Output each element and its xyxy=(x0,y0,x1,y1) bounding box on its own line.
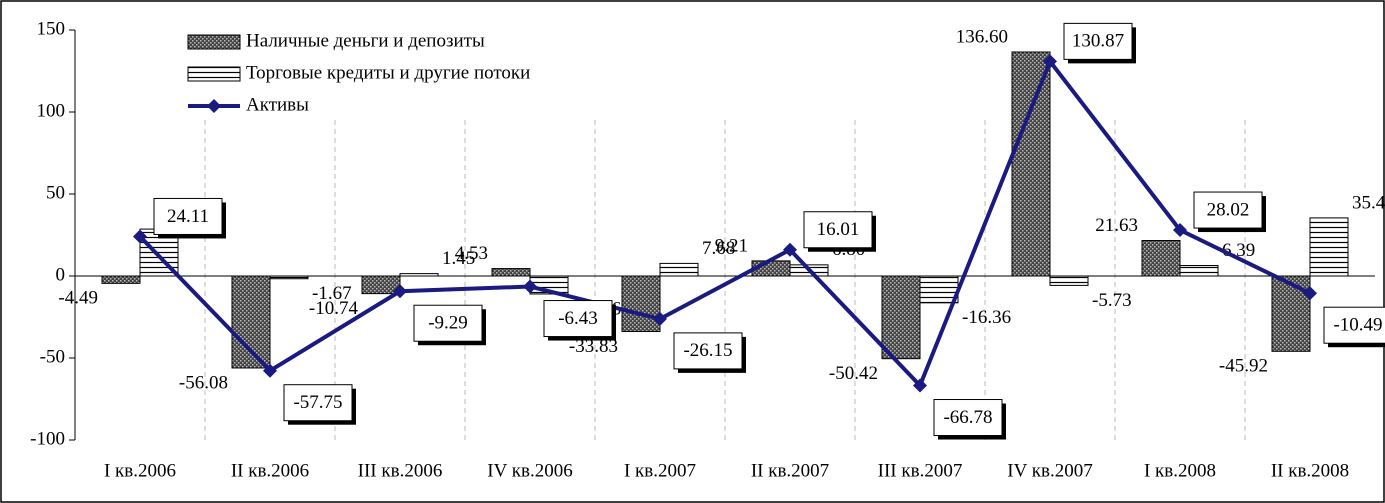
bar-value-label: -45.92 xyxy=(1219,356,1268,377)
bar-value-label: -4.49 xyxy=(58,288,98,309)
label-box xyxy=(413,304,483,342)
y-tick-label: 150 xyxy=(37,18,66,39)
bar-value-label: -56.08 xyxy=(179,372,228,393)
line-marker xyxy=(783,242,797,257)
bar xyxy=(1141,240,1181,277)
bar-value-label: -1.67 xyxy=(312,283,352,304)
x-tick-label: I кв.2008 xyxy=(1144,460,1216,481)
line-value-label: -57.75 xyxy=(293,392,342,413)
bar-value-label: -50.42 xyxy=(829,363,878,384)
bar xyxy=(269,275,309,280)
x-tick-label: III кв.2006 xyxy=(358,460,443,481)
legend-swatch xyxy=(187,66,241,82)
legend-label: Наличные деньги и депозиты xyxy=(246,30,485,51)
x-tick-label: I кв.2006 xyxy=(104,460,176,481)
bar-value-label: -16.36 xyxy=(962,307,1011,328)
bar-value-label: 9.21 xyxy=(715,235,748,256)
y-tick-label: -50 xyxy=(40,346,65,367)
bar xyxy=(231,275,271,369)
bar-value-label: -10.74 xyxy=(309,298,359,319)
line-marker xyxy=(1043,54,1057,69)
bar-value-label: 21.63 xyxy=(1095,215,1138,236)
bar xyxy=(1309,217,1349,277)
bar-value-label: 1.45 xyxy=(442,248,475,269)
bar xyxy=(1271,275,1311,352)
line-value-label: -6.43 xyxy=(558,308,598,329)
bar-value-label: -33.83 xyxy=(569,336,618,357)
bar xyxy=(491,268,531,277)
label-box xyxy=(933,399,1003,437)
line-marker xyxy=(133,229,147,244)
label-box xyxy=(1063,22,1133,60)
x-tick-label: II кв.2007 xyxy=(751,460,829,481)
line-value-label: 24.11 xyxy=(167,206,209,227)
bar xyxy=(659,262,699,277)
line-marker xyxy=(1303,286,1317,301)
bar xyxy=(1049,275,1089,286)
x-tick-label: IV кв.2006 xyxy=(487,460,572,481)
line-value-label: -66.78 xyxy=(943,407,992,428)
legend-label: Торговые кредиты и другие потоки xyxy=(246,62,530,83)
x-tick-label: II кв.2008 xyxy=(1271,460,1349,481)
legend-swatch xyxy=(187,34,241,50)
bar-value-label: 35.43 xyxy=(1352,192,1385,213)
line-value-label: -9.29 xyxy=(428,313,468,334)
line-value-label: 16.01 xyxy=(817,219,860,240)
bar xyxy=(1179,265,1219,277)
line-marker xyxy=(393,284,407,299)
bar-value-label: 7.68 xyxy=(702,238,735,259)
label-box xyxy=(283,384,353,422)
bar xyxy=(1011,51,1051,277)
line-value-label: -26.15 xyxy=(683,340,732,361)
y-tick-label: 0 xyxy=(56,264,66,285)
x-tick-label: III кв.2007 xyxy=(878,460,963,481)
label-box xyxy=(1193,191,1263,229)
legend-label: Активы xyxy=(246,94,309,115)
bar-value-label: 4.53 xyxy=(455,243,488,264)
label-box xyxy=(1323,306,1385,344)
line-marker xyxy=(913,378,927,393)
bar xyxy=(621,275,661,332)
label-box xyxy=(673,332,743,370)
line xyxy=(138,57,1311,390)
bar-value-label: -5.73 xyxy=(1092,290,1132,311)
line-marker xyxy=(653,311,667,326)
label-box xyxy=(543,300,613,338)
line-value-label: -10.49 xyxy=(1333,315,1382,336)
legend-swatch xyxy=(207,99,221,113)
line-marker xyxy=(1173,223,1187,238)
label-box xyxy=(803,211,873,249)
line-value-label: 130.87 xyxy=(1072,31,1124,52)
bar-value-label: 136.60 xyxy=(956,26,1008,47)
bar xyxy=(399,273,439,277)
y-tick-label: 100 xyxy=(37,100,66,121)
y-tick-label: 50 xyxy=(46,182,65,203)
line-value-label: 28.02 xyxy=(1207,199,1250,220)
bar xyxy=(881,275,921,360)
x-tick-label: IV кв.2007 xyxy=(1007,460,1092,481)
line-marker xyxy=(523,279,537,294)
x-tick-label: II кв.2006 xyxy=(231,460,309,481)
line-marker xyxy=(263,363,277,378)
y-tick-label: -100 xyxy=(30,428,65,449)
bar xyxy=(101,275,141,284)
x-tick-label: I кв.2007 xyxy=(624,460,696,481)
label-box xyxy=(153,197,223,235)
bar xyxy=(919,275,959,304)
